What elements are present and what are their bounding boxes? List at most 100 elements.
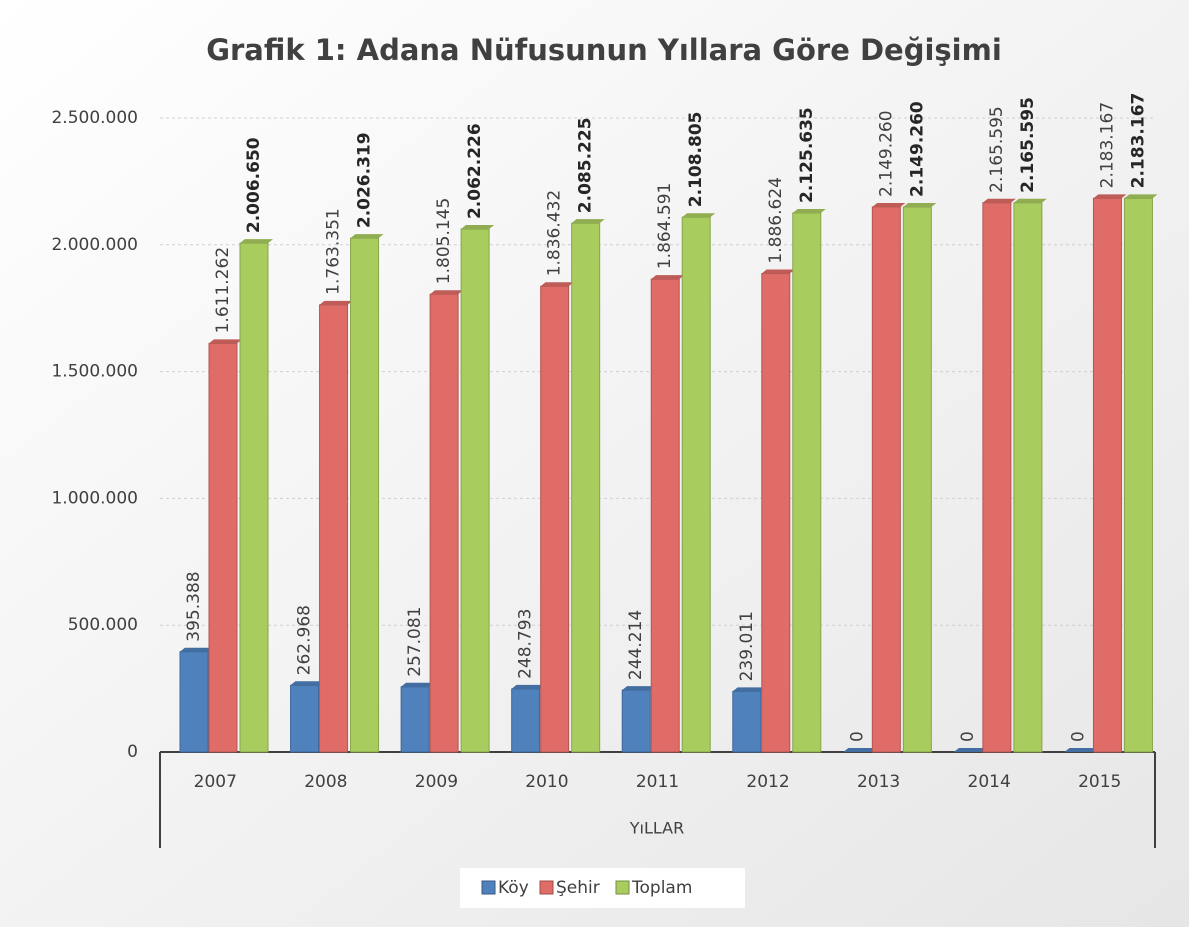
bar-top: [350, 234, 384, 239]
bar: [350, 237, 380, 753]
legend-box: [460, 868, 745, 908]
legend-swatch: [615, 880, 630, 895]
chart-title: Grafik 1: Adana Nüfusunun Yıllara Göre D…: [206, 33, 1002, 67]
value-label: 2.165.595: [1018, 97, 1038, 193]
value-label: 2.085.225: [576, 117, 596, 213]
legend-swatch: [539, 880, 554, 895]
x-tick-label: 2013: [857, 772, 900, 792]
bar-top: [792, 208, 826, 213]
bar: [290, 684, 320, 753]
bar-top: [872, 202, 906, 207]
y-tick-label: 0: [127, 742, 138, 762]
value-label: 395.388: [184, 571, 204, 641]
y-tick-label: 500.000: [68, 615, 138, 635]
bar-top: [903, 202, 937, 207]
value-label: 2.149.260: [907, 101, 927, 197]
value-label: 0: [958, 731, 978, 742]
value-label: 257.081: [405, 606, 425, 676]
x-tick-label: 2012: [746, 772, 789, 792]
x-tick-label: 2010: [525, 772, 568, 792]
value-label: 244.214: [626, 610, 646, 680]
bar-top: [461, 225, 495, 230]
bar-top: [761, 269, 795, 274]
bar: [429, 293, 459, 753]
bar-top: [209, 339, 242, 344]
y-tick-label: 1.500.000: [51, 362, 138, 382]
bar-top: [1093, 194, 1127, 199]
x-tick-label: 2015: [1078, 772, 1121, 792]
value-label: 1.763.351: [324, 208, 344, 295]
legend: Köy Şehir Toplam: [460, 868, 745, 908]
bar: [1092, 197, 1122, 753]
bar-top: [843, 748, 877, 752]
y-tick-label: 2.500.000: [51, 108, 138, 128]
bar: [319, 304, 349, 753]
bar: [732, 690, 762, 753]
legend-label: Toplam: [631, 878, 692, 898]
value-label: 2.149.260: [876, 110, 896, 197]
y-tick-label: 1.000.000: [51, 488, 138, 508]
bar: [902, 206, 932, 753]
bar: [511, 688, 541, 753]
value-label: 2.108.805: [686, 111, 706, 207]
bar: [871, 206, 901, 753]
bar-top: [953, 748, 987, 752]
bar-top: [1064, 748, 1098, 752]
bar-top: [982, 198, 1016, 203]
bar-top: [571, 219, 605, 224]
bar: [681, 216, 711, 753]
bar: [400, 686, 430, 753]
value-label: 1.805.145: [434, 198, 454, 285]
value-label: 2.062.226: [465, 123, 485, 219]
bar-top: [651, 275, 685, 280]
value-label: 2.165.595: [987, 106, 1007, 193]
bar: [239, 242, 269, 753]
value-label: 2.125.635: [797, 107, 817, 203]
bar: [1013, 202, 1043, 753]
bar-top: [401, 682, 435, 687]
bar-top: [732, 687, 766, 692]
bar-top: [1013, 198, 1047, 203]
bar-top: [240, 239, 273, 244]
bar-top: [319, 300, 353, 305]
value-label: 1.611.262: [213, 247, 233, 334]
y-tick-label: 2.000.000: [51, 235, 138, 255]
bar: [621, 689, 651, 753]
bar: [571, 222, 601, 753]
x-tick-label: 2009: [415, 772, 458, 792]
value-label: 2.026.319: [355, 132, 375, 228]
bar: [1123, 197, 1153, 753]
value-label: 1.864.591: [655, 183, 675, 270]
bar: [208, 342, 238, 753]
value-label: 0: [847, 731, 867, 742]
x-tick-label: 2011: [636, 772, 679, 792]
value-label: 248.793: [516, 609, 536, 679]
value-label: 1.886.624: [766, 177, 786, 264]
bar-top: [430, 290, 464, 295]
bar-top: [540, 282, 574, 287]
value-label: 2.006.650: [244, 137, 264, 233]
bar: [650, 278, 680, 753]
bar-top: [511, 684, 545, 689]
value-label: 1.836.432: [545, 190, 565, 277]
value-label: 2.183.167: [1097, 102, 1117, 189]
bar: [179, 651, 209, 753]
bar-top: [1124, 194, 1158, 199]
bar: [792, 212, 822, 753]
legend-label: Köy: [498, 878, 529, 898]
legend-label: Şehir: [556, 878, 600, 898]
bar: [761, 273, 791, 753]
value-label: 0: [1068, 731, 1088, 742]
value-label: 2.183.167: [1128, 93, 1148, 189]
x-tick-label: 2014: [968, 772, 1011, 792]
bar-top: [682, 213, 716, 218]
value-label: 239.011: [737, 611, 757, 681]
bar-top: [290, 681, 324, 686]
bar: [460, 228, 490, 753]
bar-top: [180, 647, 213, 652]
bar-top: [622, 686, 656, 691]
bar: [982, 202, 1012, 753]
value-label: 262.968: [295, 605, 315, 675]
x-axis-label: YıLLAR: [629, 819, 684, 838]
